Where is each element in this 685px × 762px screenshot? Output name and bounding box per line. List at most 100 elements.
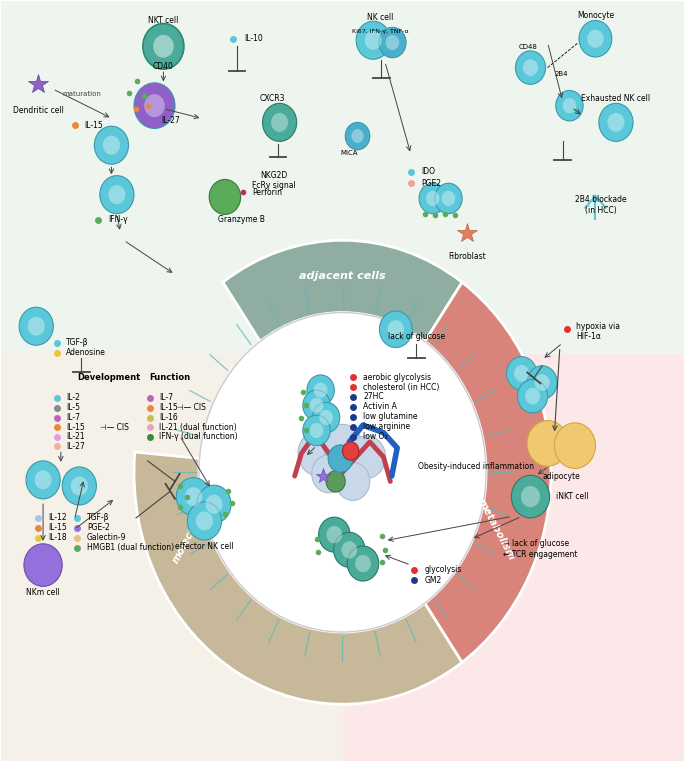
Circle shape bbox=[599, 104, 633, 142]
Text: adipocyte: adipocyte bbox=[543, 472, 580, 482]
Text: Granzyme B: Granzyme B bbox=[218, 215, 265, 224]
Circle shape bbox=[103, 136, 120, 155]
Text: CD48: CD48 bbox=[519, 44, 538, 50]
Circle shape bbox=[511, 475, 549, 518]
Text: Ki67, IFN-γ, TNF-α: Ki67, IFN-γ, TNF-α bbox=[352, 29, 408, 34]
Circle shape bbox=[334, 533, 365, 568]
Circle shape bbox=[556, 91, 583, 121]
Circle shape bbox=[153, 35, 174, 58]
Text: IL-21 (dual function): IL-21 (dual function) bbox=[160, 423, 237, 432]
Text: IDO: IDO bbox=[421, 168, 435, 176]
Circle shape bbox=[298, 431, 339, 476]
Circle shape bbox=[342, 541, 357, 559]
FancyBboxPatch shape bbox=[1, 1, 684, 354]
Circle shape bbox=[327, 526, 342, 543]
Text: IL-27: IL-27 bbox=[161, 117, 179, 126]
Circle shape bbox=[319, 517, 350, 552]
Circle shape bbox=[196, 511, 213, 530]
Text: 2B4 blockade: 2B4 blockade bbox=[575, 196, 627, 204]
Text: HIF-1α: HIF-1α bbox=[576, 332, 601, 341]
Text: Activin A: Activin A bbox=[363, 402, 397, 411]
Text: IL-16: IL-16 bbox=[160, 413, 178, 422]
Wedge shape bbox=[134, 452, 462, 704]
Text: IL-27: IL-27 bbox=[66, 442, 85, 451]
Circle shape bbox=[326, 471, 345, 492]
Text: molecules: molecules bbox=[171, 509, 207, 565]
Circle shape bbox=[345, 123, 370, 150]
Circle shape bbox=[554, 423, 595, 469]
Text: hypoxia via: hypoxia via bbox=[576, 322, 621, 331]
Text: Obesity-induced inflammation: Obesity-induced inflammation bbox=[418, 462, 534, 471]
Text: Perforin: Perforin bbox=[252, 188, 282, 197]
Text: 27HC: 27HC bbox=[363, 392, 384, 402]
Text: Fibroblast: Fibroblast bbox=[448, 251, 486, 261]
Text: adjacent cells: adjacent cells bbox=[299, 271, 386, 281]
Text: HMGB1 (dual function): HMGB1 (dual function) bbox=[87, 543, 174, 552]
Text: IL-7: IL-7 bbox=[160, 393, 173, 402]
Circle shape bbox=[197, 485, 231, 523]
Text: aerobic glycolysis: aerobic glycolysis bbox=[363, 373, 431, 382]
Text: Development: Development bbox=[77, 373, 140, 383]
Text: IL-15: IL-15 bbox=[84, 121, 103, 130]
Circle shape bbox=[24, 544, 62, 587]
Text: IL-21: IL-21 bbox=[66, 432, 85, 441]
Text: lack of glucose: lack of glucose bbox=[388, 332, 445, 341]
Polygon shape bbox=[1, 354, 342, 761]
Circle shape bbox=[312, 402, 340, 433]
Circle shape bbox=[608, 113, 625, 132]
Text: ← TCR engagement: ← TCR engagement bbox=[503, 550, 577, 559]
Circle shape bbox=[364, 30, 382, 50]
Circle shape bbox=[527, 366, 557, 399]
Circle shape bbox=[328, 445, 353, 472]
Text: maturation: maturation bbox=[62, 91, 101, 98]
Circle shape bbox=[27, 317, 45, 336]
Text: IL-10: IL-10 bbox=[244, 34, 263, 43]
Text: cholesterol (in HCC): cholesterol (in HCC) bbox=[363, 383, 439, 392]
Circle shape bbox=[426, 190, 440, 206]
Circle shape bbox=[100, 175, 134, 213]
Circle shape bbox=[206, 495, 223, 514]
Circle shape bbox=[523, 59, 538, 76]
Circle shape bbox=[145, 94, 165, 117]
Circle shape bbox=[355, 555, 371, 572]
Circle shape bbox=[347, 546, 379, 581]
Circle shape bbox=[534, 374, 549, 391]
Text: IL-18: IL-18 bbox=[49, 533, 67, 543]
Text: ⊣ lack of glucose: ⊣ lack of glucose bbox=[503, 539, 569, 549]
Circle shape bbox=[587, 30, 603, 48]
Text: Exhausted NK cell: Exhausted NK cell bbox=[582, 94, 651, 104]
Circle shape bbox=[134, 83, 175, 129]
Circle shape bbox=[388, 320, 404, 338]
Text: NKG2D: NKG2D bbox=[260, 171, 288, 180]
Circle shape bbox=[521, 486, 540, 507]
Text: FcRγ signal: FcRγ signal bbox=[252, 181, 296, 190]
Text: IFN-γ (dual function): IFN-γ (dual function) bbox=[160, 432, 238, 441]
Circle shape bbox=[356, 21, 390, 59]
Text: glycolysis: glycolysis bbox=[425, 565, 462, 574]
Text: ⊣— CIS: ⊣— CIS bbox=[100, 423, 129, 432]
Circle shape bbox=[19, 307, 53, 345]
Text: NK cell: NK cell bbox=[367, 13, 393, 22]
Text: Dendritic cell: Dendritic cell bbox=[13, 106, 64, 114]
Circle shape bbox=[187, 502, 221, 540]
Text: 2B4: 2B4 bbox=[554, 72, 568, 78]
Text: Galectin-9: Galectin-9 bbox=[87, 533, 126, 543]
Text: PGE2: PGE2 bbox=[421, 179, 441, 187]
Text: low glutamine: low glutamine bbox=[363, 412, 418, 421]
Circle shape bbox=[108, 185, 125, 204]
Circle shape bbox=[34, 470, 51, 489]
Text: IL-15: IL-15 bbox=[160, 403, 178, 412]
Circle shape bbox=[185, 487, 202, 506]
Text: effector NK cell: effector NK cell bbox=[175, 543, 234, 551]
Text: IL-7: IL-7 bbox=[66, 413, 80, 422]
Text: Adenosine: Adenosine bbox=[66, 348, 106, 357]
Circle shape bbox=[379, 311, 412, 347]
Circle shape bbox=[517, 379, 547, 413]
Circle shape bbox=[310, 398, 323, 413]
Circle shape bbox=[527, 421, 568, 466]
Circle shape bbox=[143, 24, 184, 69]
Circle shape bbox=[303, 390, 330, 421]
Circle shape bbox=[514, 365, 529, 382]
Circle shape bbox=[26, 461, 60, 499]
Text: CXCR3: CXCR3 bbox=[260, 94, 286, 103]
